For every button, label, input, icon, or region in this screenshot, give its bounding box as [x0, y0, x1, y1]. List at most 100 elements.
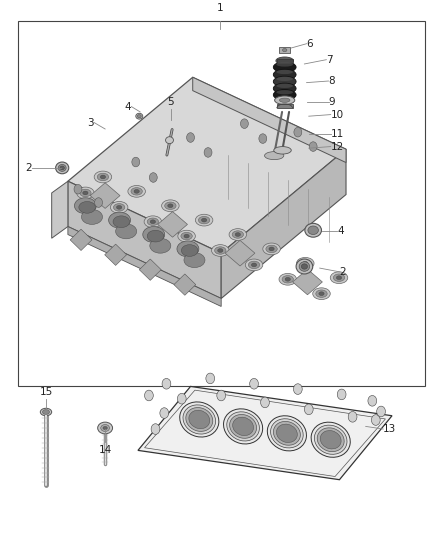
Ellipse shape [79, 201, 95, 213]
Polygon shape [221, 149, 346, 298]
Ellipse shape [150, 238, 171, 253]
Ellipse shape [198, 216, 210, 224]
Ellipse shape [184, 235, 189, 238]
Ellipse shape [235, 232, 240, 237]
Polygon shape [139, 259, 161, 280]
Ellipse shape [227, 412, 259, 441]
Circle shape [149, 173, 157, 182]
Ellipse shape [223, 409, 263, 444]
Circle shape [177, 393, 186, 404]
Ellipse shape [296, 259, 313, 274]
Ellipse shape [186, 408, 213, 431]
Circle shape [293, 384, 302, 394]
Text: 11: 11 [331, 130, 344, 139]
Ellipse shape [147, 230, 164, 242]
Text: 9: 9 [328, 98, 335, 107]
Text: 13: 13 [383, 424, 396, 434]
Circle shape [132, 157, 140, 167]
Text: 7: 7 [326, 55, 333, 64]
Circle shape [204, 148, 212, 157]
Polygon shape [70, 229, 92, 251]
Ellipse shape [181, 245, 198, 256]
Ellipse shape [276, 77, 293, 81]
Circle shape [240, 119, 248, 128]
Ellipse shape [201, 219, 207, 222]
Ellipse shape [282, 276, 293, 283]
Ellipse shape [134, 189, 139, 193]
Ellipse shape [308, 226, 318, 235]
Polygon shape [138, 386, 392, 480]
Ellipse shape [300, 260, 311, 267]
Ellipse shape [330, 272, 348, 284]
Ellipse shape [275, 96, 295, 104]
Circle shape [368, 395, 377, 406]
Ellipse shape [147, 218, 159, 225]
Circle shape [294, 127, 302, 137]
Ellipse shape [267, 416, 307, 451]
Text: 12: 12 [331, 142, 344, 151]
Text: 1: 1 [217, 3, 224, 13]
Ellipse shape [144, 216, 162, 228]
Circle shape [259, 134, 267, 143]
Polygon shape [158, 212, 187, 237]
Ellipse shape [60, 166, 64, 169]
Polygon shape [105, 244, 127, 265]
Ellipse shape [212, 245, 229, 256]
Ellipse shape [183, 405, 215, 434]
Ellipse shape [276, 57, 293, 64]
Ellipse shape [285, 277, 290, 281]
Ellipse shape [116, 224, 137, 239]
Ellipse shape [168, 204, 173, 207]
Ellipse shape [276, 84, 293, 88]
Ellipse shape [311, 422, 350, 457]
Ellipse shape [301, 264, 307, 269]
Ellipse shape [273, 76, 296, 87]
Ellipse shape [320, 431, 341, 449]
Ellipse shape [229, 229, 247, 240]
Circle shape [187, 133, 194, 142]
Bar [18, 21, 425, 386]
Ellipse shape [83, 191, 88, 195]
Circle shape [250, 378, 258, 389]
Circle shape [95, 198, 102, 207]
Circle shape [309, 142, 317, 151]
Ellipse shape [273, 62, 296, 72]
Ellipse shape [279, 273, 297, 285]
Ellipse shape [80, 189, 91, 197]
Polygon shape [68, 227, 221, 306]
Polygon shape [90, 183, 120, 208]
Ellipse shape [317, 428, 344, 451]
Ellipse shape [251, 263, 257, 266]
Polygon shape [193, 77, 346, 163]
Ellipse shape [232, 231, 244, 238]
Ellipse shape [94, 171, 112, 183]
Ellipse shape [316, 290, 327, 297]
Ellipse shape [42, 409, 49, 415]
Circle shape [74, 184, 82, 194]
Ellipse shape [273, 69, 296, 80]
Polygon shape [68, 77, 346, 253]
Ellipse shape [180, 402, 219, 437]
Polygon shape [293, 269, 322, 295]
Ellipse shape [40, 408, 52, 416]
Ellipse shape [333, 274, 345, 281]
Ellipse shape [117, 205, 122, 209]
Ellipse shape [150, 220, 155, 224]
Ellipse shape [58, 164, 66, 172]
Circle shape [304, 404, 313, 415]
Ellipse shape [269, 247, 274, 251]
Ellipse shape [273, 422, 300, 445]
Text: 15: 15 [39, 387, 53, 397]
Ellipse shape [230, 415, 257, 438]
Ellipse shape [218, 248, 223, 253]
Text: 3: 3 [88, 118, 94, 127]
Text: 10: 10 [331, 110, 344, 119]
Ellipse shape [279, 98, 290, 102]
Ellipse shape [233, 417, 254, 435]
Circle shape [206, 373, 215, 384]
Ellipse shape [103, 426, 107, 430]
Polygon shape [225, 240, 255, 266]
Ellipse shape [276, 90, 293, 94]
Ellipse shape [297, 257, 314, 269]
Circle shape [160, 408, 169, 418]
